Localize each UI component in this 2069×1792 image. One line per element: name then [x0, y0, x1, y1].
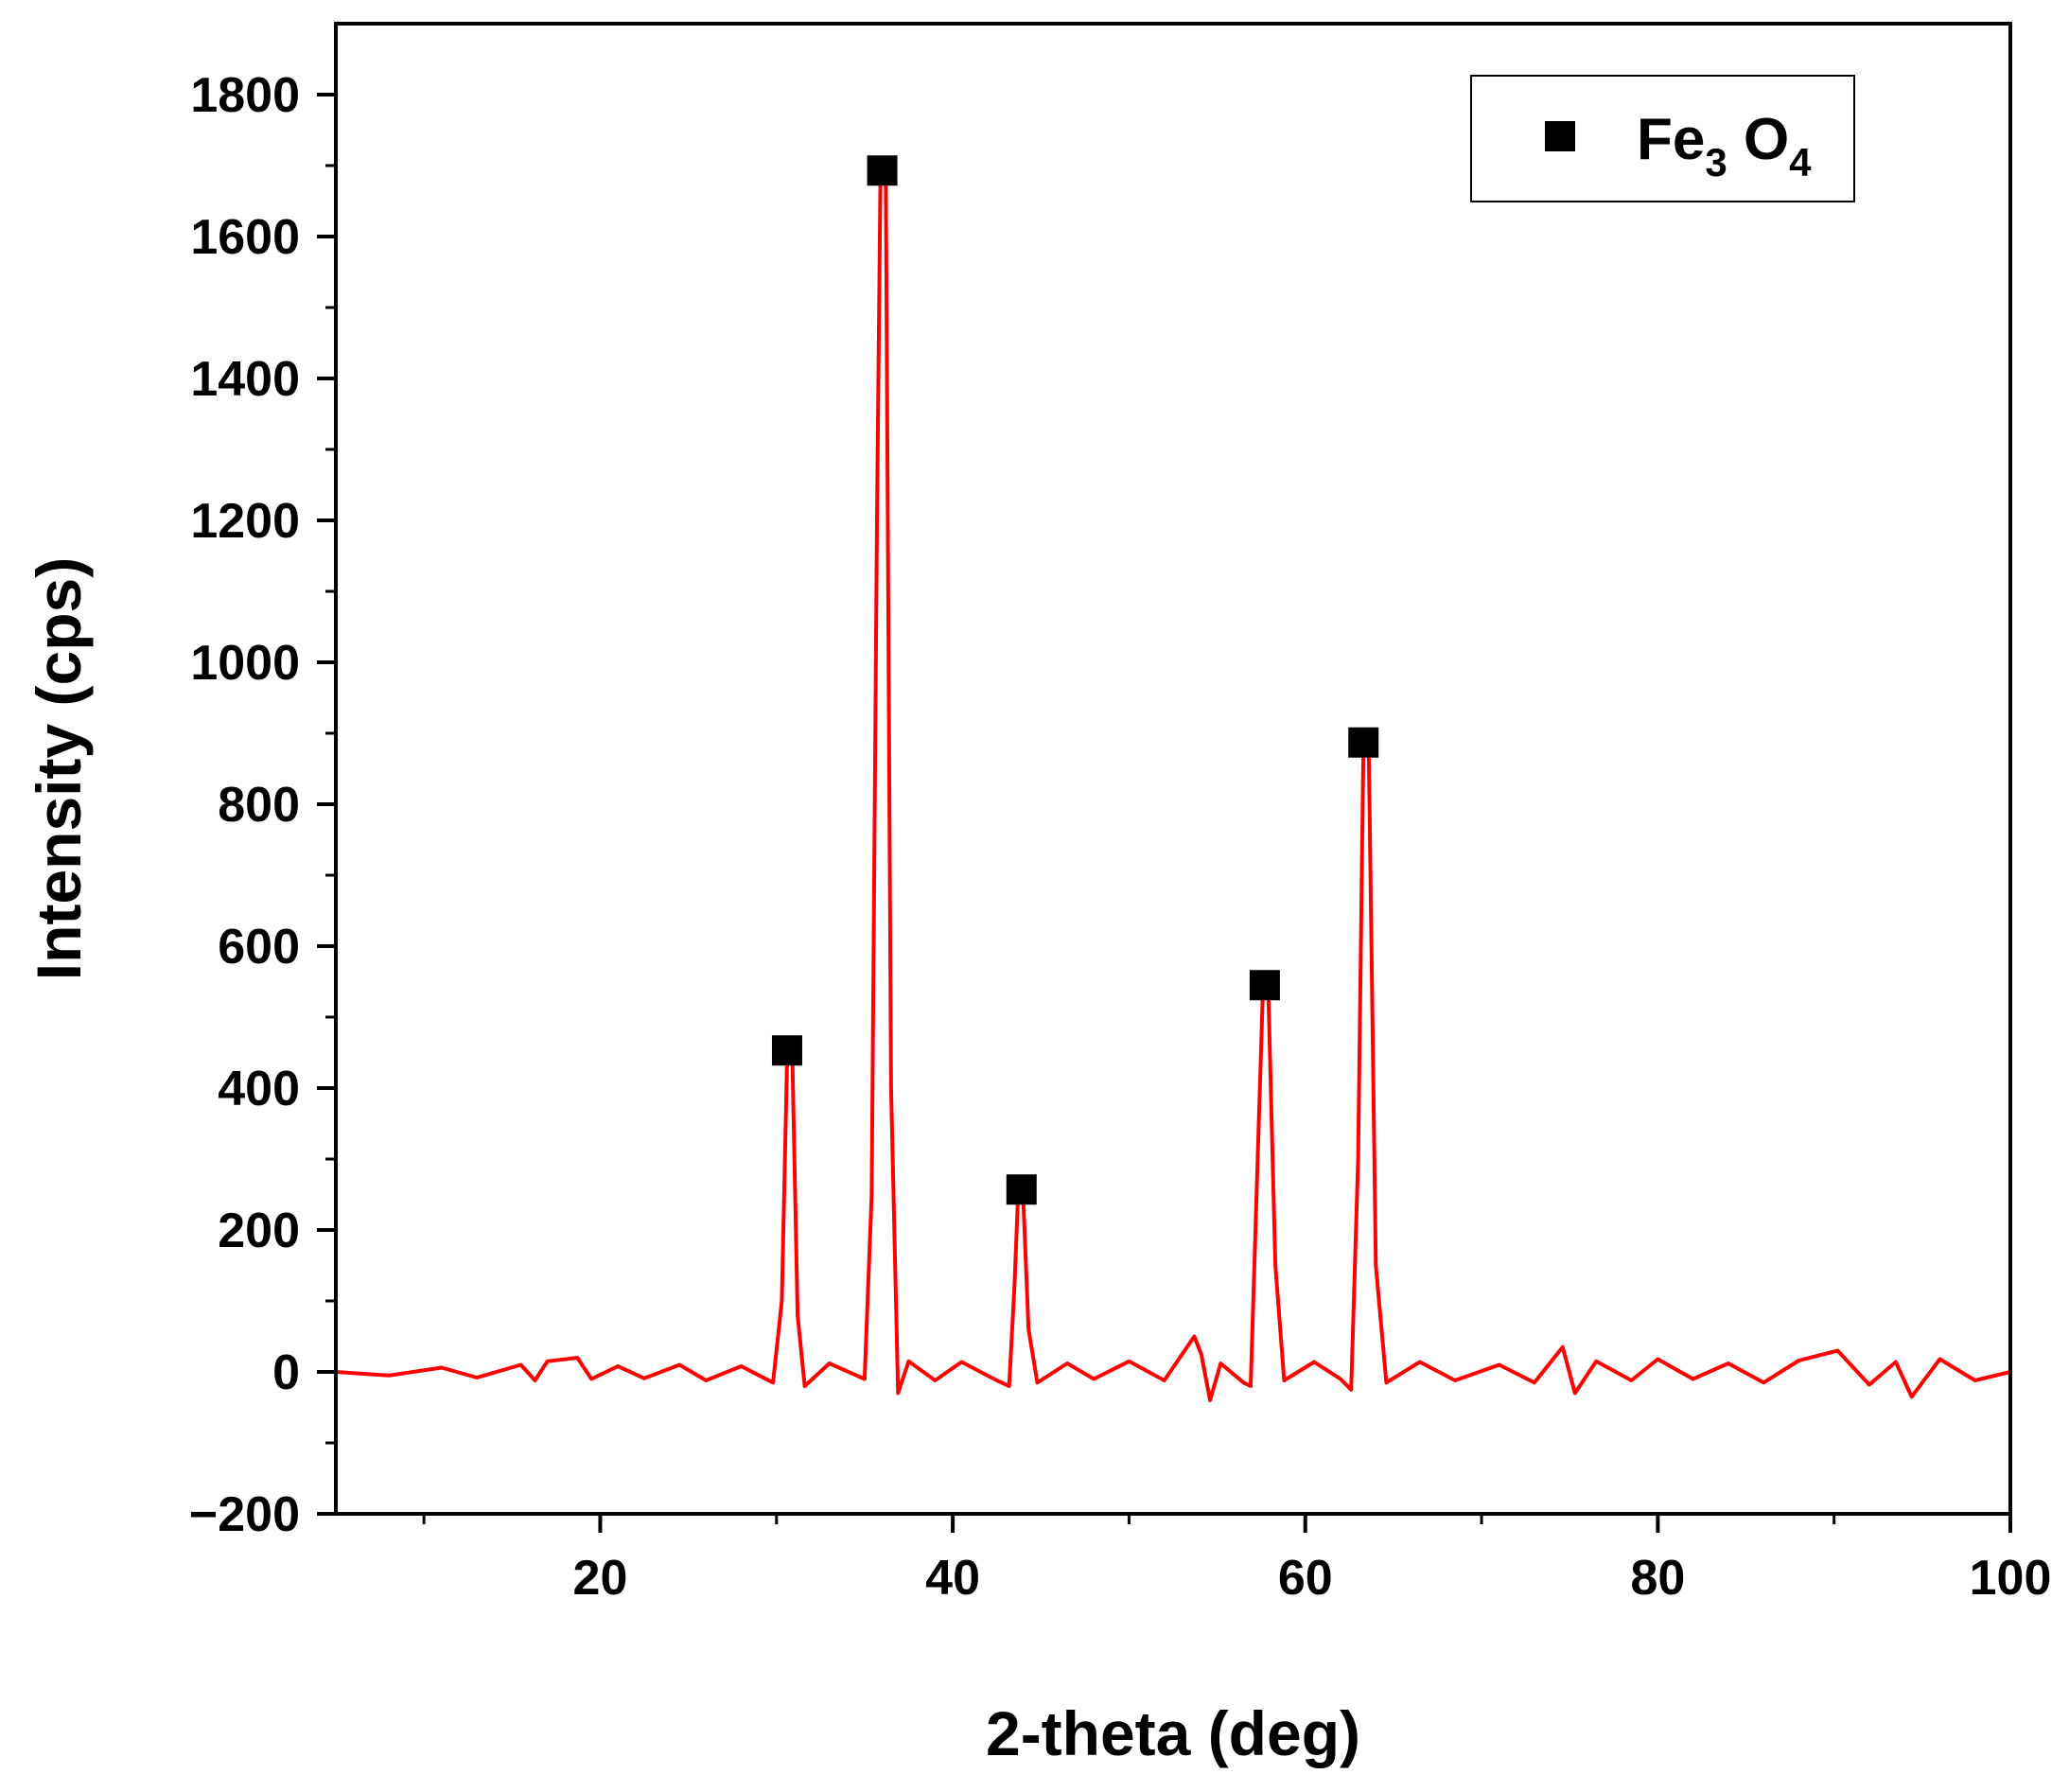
x-tick-label: 60	[1278, 1551, 1333, 1606]
peak-marker	[1006, 1174, 1037, 1205]
x-axis-title: 2-theta (deg)	[986, 1698, 1360, 1768]
x-tick-label: 80	[1630, 1551, 1685, 1606]
y-tick-label: 0	[272, 1345, 300, 1400]
y-tick-label: 800	[218, 778, 300, 833]
peak-marker	[867, 155, 898, 186]
axis-ticks	[317, 93, 2012, 1533]
legend-marker	[1545, 121, 1575, 151]
y-tick-label: 200	[218, 1203, 300, 1258]
legend-text-part: O	[1727, 107, 1789, 172]
y-tick-label: 1800	[190, 68, 300, 123]
plot-frame	[334, 22, 2012, 1516]
y-tick-label: 1600	[190, 210, 300, 265]
y-tick-label: −200	[189, 1487, 300, 1542]
peak-marker	[771, 1035, 802, 1066]
y-tick-label: 1000	[190, 636, 300, 691]
peak-marker	[1348, 727, 1379, 758]
legend-label: Fe3 O4	[1637, 107, 1812, 184]
legend-text-part: Fe	[1637, 107, 1705, 172]
y-axis-title: Intensity (cps)	[24, 557, 94, 980]
legend-subscript: 3	[1705, 140, 1727, 184]
legend: Fe3 O4	[1470, 75, 1855, 202]
x-tick-label: 100	[1970, 1551, 2052, 1606]
x-tick-label: 40	[925, 1551, 980, 1606]
y-tick-label: 1400	[190, 352, 300, 407]
series-layer	[335, 155, 2011, 1402]
xrd-pattern-line	[335, 170, 2011, 1402]
y-tick-label: 1200	[190, 494, 300, 549]
y-tick-label: 400	[218, 1062, 300, 1116]
legend-box	[1470, 75, 1855, 202]
y-tick-label: 600	[218, 920, 300, 975]
axis-tick-labels: 20 40 60 80 100 −200 0 200 400 600 800 1000 1200 1400…	[189, 68, 2052, 1606]
x-tick-label: 20	[573, 1551, 628, 1606]
peak-marker	[1249, 970, 1280, 1001]
legend-subscript: 4	[1789, 140, 1812, 184]
